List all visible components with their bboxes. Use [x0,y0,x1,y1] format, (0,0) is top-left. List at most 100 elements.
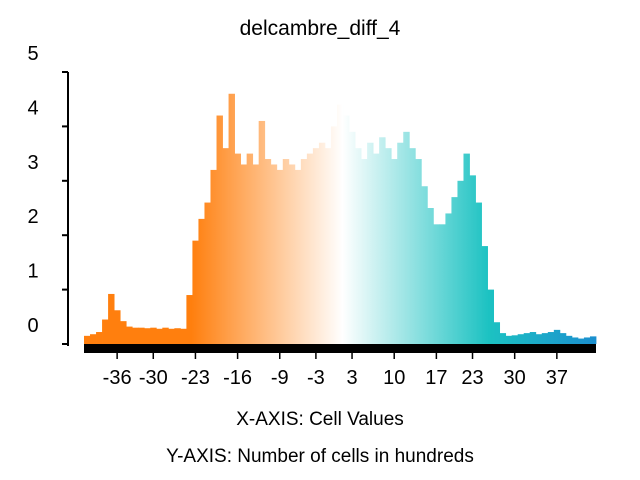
histogram-bar-43 [343,115,350,345]
histogram-bar-84 [589,336,597,344]
histogram-bar-4 [108,293,115,344]
histogram-bar-52 [397,142,404,344]
histogram-bar-15 [174,328,181,344]
histogram-bar-19 [198,218,205,344]
x-tick-label-2: -23 [181,367,210,389]
x-tick-label-10: 30 [504,367,526,389]
y-tick-label-5: 5 [27,43,38,65]
histogram-bar-38 [312,148,320,344]
histogram-bar-67 [487,289,494,344]
histogram-bar-16 [180,328,187,344]
x-tick-label-8: 17 [425,367,447,389]
histogram-bar-2 [96,332,103,344]
histogram-bar-18 [192,240,199,344]
histogram-bar-1 [90,334,97,344]
x-tick-label-5: -3 [307,367,325,389]
histogram-bar-39 [318,142,326,344]
histogram-bar-64 [469,175,476,344]
y-ticks-layer: 0 1 2 3 4 5 [27,43,68,345]
y-tick-label-4: 4 [27,97,38,119]
histogram-bar-0 [84,335,91,344]
histogram-bar-73 [523,333,531,344]
histogram-bar-77 [547,332,555,344]
histogram-bar-29 [258,120,266,345]
histogram-bar-70 [505,335,513,344]
x-tick-label-1: -30 [139,367,168,389]
histogram-bar-81 [571,337,579,344]
x-tick-label-0: -36 [103,367,132,389]
histogram-bar-33 [282,159,290,344]
histogram-bar-74 [529,332,537,344]
histogram-bar-72 [517,334,525,344]
histogram-bar-78 [553,329,561,344]
histogram-bar-17 [186,295,193,344]
histogram-bar-75 [535,334,543,344]
histogram-bar-27 [246,153,254,344]
histogram-bar-42 [336,104,344,344]
histogram-bar-10 [144,328,151,344]
histogram-bar-40 [324,148,332,344]
histogram-bar-11 [150,327,157,344]
histogram-bar-69 [499,333,507,344]
x-axis-baseline [84,344,596,353]
histogram-bar-34 [288,164,296,344]
histogram-bar-36 [300,159,308,344]
histogram-bar-35 [294,169,302,344]
histogram-bar-59 [439,224,446,344]
histogram-bar-32 [276,169,284,344]
y-tick-label-3: 3 [27,152,38,174]
histogram-bar-83 [583,337,591,344]
histogram-bar-58 [433,224,440,344]
histogram-bar-46 [361,159,368,344]
y-tick-label-1: 1 [27,261,38,283]
histogram-bar-47 [367,142,374,344]
histogram-bar-66 [481,246,488,344]
histogram-bar-13 [162,327,169,344]
histogram-bar-61 [451,197,458,344]
x-tick-label-3: -16 [223,367,252,389]
x-ticks-layer: -36 -30 -23 -16 -9 -3 3 10 17 23 30 37 [103,353,568,389]
histogram-bar-57 [427,208,434,344]
histogram-bar-82 [577,338,585,344]
histogram-bar-5 [114,310,121,344]
histogram-bar-45 [355,148,362,344]
histogram-bar-56 [421,186,428,344]
y-tick-label-2: 2 [27,206,38,228]
histogram-bar-12 [156,328,163,344]
histogram-bar-25 [234,153,242,344]
histogram-bar-55 [415,159,422,344]
chart-title: delcambre_diff_4 [240,17,401,40]
histogram-bar-37 [306,153,314,344]
histogram-bar-68 [493,322,501,344]
histogram-bar-53 [403,131,410,344]
x-tick-label-6: 3 [346,367,357,389]
histogram-bar-54 [409,148,416,344]
x-tick-label-11: 37 [546,367,568,389]
histogram-bar-50 [385,148,392,344]
histogram-bar-14 [168,328,175,344]
histogram-bar-24 [228,93,235,344]
histogram-bar-65 [475,202,482,344]
histogram-bar-28 [252,164,260,344]
histogram-bar-23 [222,148,229,344]
histogram-bar-51 [391,159,398,344]
histogram-bar-26 [240,164,248,344]
x-axis-label: X-AXIS: Cell Values [236,409,404,430]
histogram-bar-60 [445,213,452,344]
histogram-bar-48 [373,153,380,344]
y-axis-label: Y-AXIS: Number of cells in hundreds [166,446,474,467]
histogram-bar-30 [264,159,272,344]
histogram-bar-7 [126,326,133,344]
histogram-bar-9 [138,327,145,344]
histogram-bar-76 [541,333,549,344]
histogram-bar-62 [457,180,464,344]
histogram-bar-21 [210,169,217,344]
histogram-bar-80 [565,335,573,344]
histogram-bar-6 [120,321,127,344]
histogram-bar-41 [330,126,338,345]
histogram-bar-63 [463,153,470,344]
histogram-bar-44 [349,131,356,344]
histogram-bar-71 [511,335,519,344]
